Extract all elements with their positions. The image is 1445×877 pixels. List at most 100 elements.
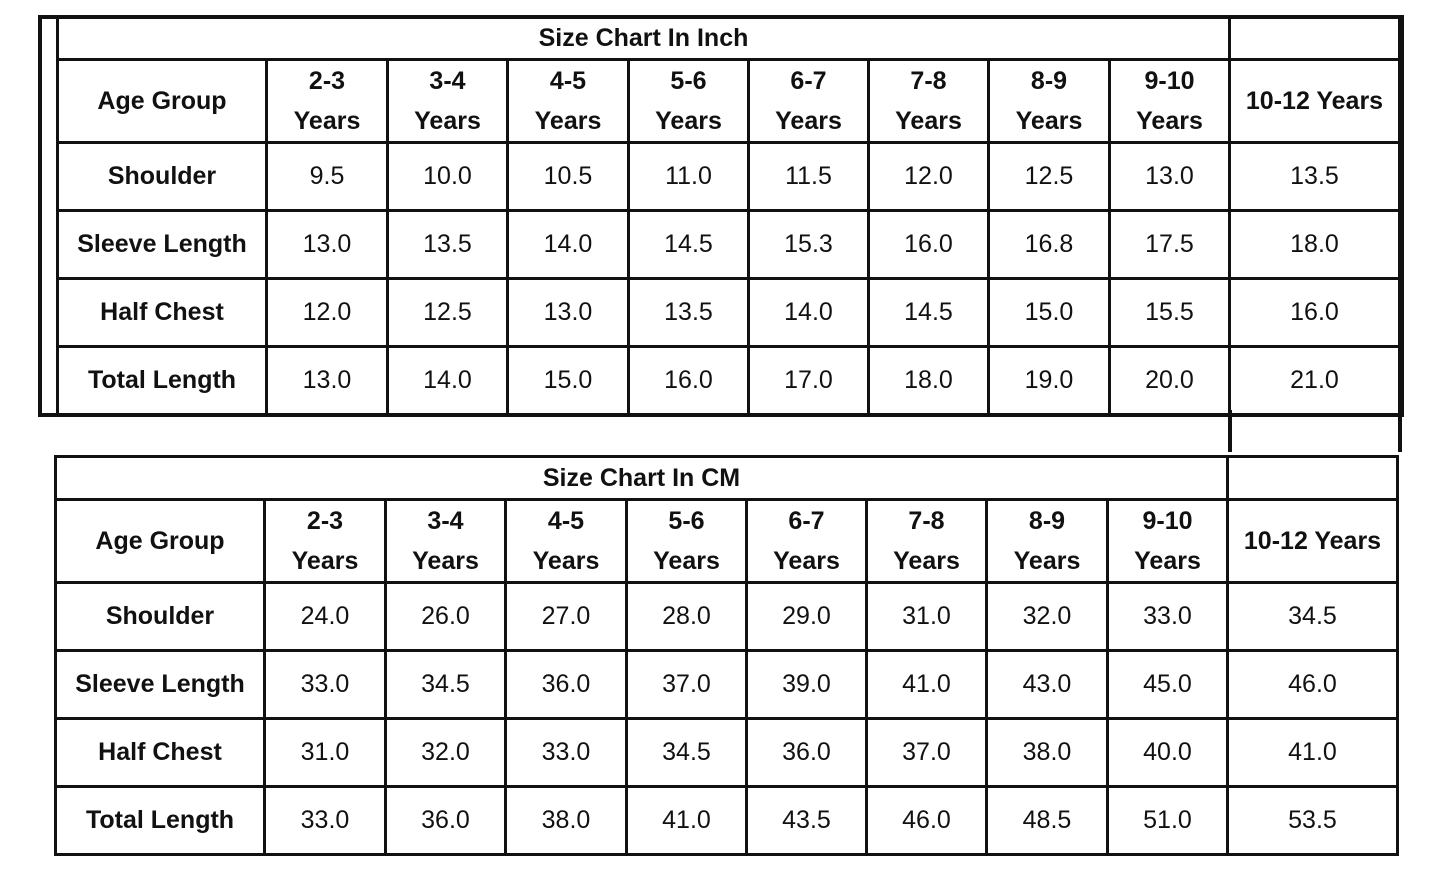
data-row: Sleeve Length 33.0 34.5 36.0 37.0 39.0 41.0 43.…	[54, 649, 1399, 720]
header-text: 2-3 Years	[291, 507, 359, 575]
header-text: 8-9 Years	[1013, 507, 1081, 575]
empty-cell	[1228, 15, 1401, 61]
cell-value: 13.0	[265, 345, 389, 416]
cell-value: 16.0	[627, 345, 750, 416]
inch-table-wrap: Size Chart In Inch Age Group 2-3 Years 3-4 …	[56, 15, 1401, 416]
cell-value: 14.0	[386, 345, 509, 416]
cell-value: 33.0	[504, 717, 628, 788]
header-cell: 5-6 Years	[625, 498, 748, 584]
cell-value: 15.5	[1108, 277, 1231, 348]
header-cell: 7-8 Years	[867, 58, 990, 144]
cell-value: 41.0	[625, 785, 748, 856]
header-cell: 4-5 Years	[506, 58, 630, 144]
header-cell: 8-9 Years	[987, 58, 1111, 144]
table-title: Size Chart In CM	[54, 455, 1229, 501]
cell-value: 13.0	[506, 277, 630, 348]
cell-value: 32.0	[384, 717, 507, 788]
cell-value: 36.0	[384, 785, 507, 856]
cell-value: 45.0	[1106, 649, 1229, 720]
header-text: Age Group	[95, 527, 225, 555]
row-label: Total Length	[54, 785, 266, 856]
cell-value: 12.0	[867, 141, 990, 212]
cell-value: 31.0	[865, 581, 988, 652]
header-text: 4-5 Years	[532, 507, 600, 575]
header-text: 9-10 Years	[1134, 507, 1201, 575]
header-cell: 9-10 Years	[1108, 58, 1231, 144]
row-label: Sleeve Length	[56, 209, 268, 280]
header-text: 7-8 Years	[893, 507, 960, 575]
cell-value: 31.0	[263, 717, 387, 788]
cell-value: 19.0	[987, 345, 1111, 416]
header-cell: 2-3 Years	[265, 58, 389, 144]
cell-value: 33.0	[263, 785, 387, 856]
row-label: Shoulder	[56, 141, 268, 212]
cell-value: 10.0	[386, 141, 509, 212]
cell-value: 27.0	[504, 581, 628, 652]
cell-value: 13.0	[1108, 141, 1231, 212]
cell-value: 15.0	[506, 345, 630, 416]
cell-value: 46.0	[865, 785, 988, 856]
header-text: 9-10 Years	[1136, 67, 1203, 135]
row-label: Total Length	[56, 345, 268, 416]
cell-value: 36.0	[504, 649, 628, 720]
cell-value: 34.5	[384, 649, 507, 720]
data-row: Shoulder 9.5 10.0 10.5 11.0 11.5 12.0 12.5 13.0 1…	[56, 141, 1401, 212]
data-row: Sleeve Length 13.0 13.5 14.0 14.5 15.3 16.0 16.…	[56, 209, 1401, 280]
size-table: Size Chart In Inch Age Group 2-3 Years 3-4 …	[56, 15, 1401, 416]
cell-value: 11.0	[627, 141, 750, 212]
header-cell: 2-3 Years	[263, 498, 387, 584]
cell-value: 14.0	[506, 209, 630, 280]
header-text: 8-9 Years	[1015, 67, 1083, 135]
cell-value: 9.5	[265, 141, 389, 212]
cell-value: 15.3	[747, 209, 870, 280]
row-label: Shoulder	[54, 581, 266, 652]
header-text: 10-12 Years	[1243, 527, 1382, 555]
cell-value: 18.0	[867, 345, 990, 416]
header-cell: 10-12 Years	[1228, 58, 1401, 144]
header-text: 6-7 Years	[773, 507, 840, 575]
cell-value: 24.0	[263, 581, 387, 652]
header-row: Age Group 2-3 Years 3-4 Years 4-5 Years 5-6 …	[56, 58, 1401, 144]
header-text: 3-4 Years	[414, 67, 481, 135]
cell-value: 17.5	[1108, 209, 1231, 280]
cell-value: 13.5	[386, 209, 509, 280]
cell-value: 38.0	[985, 717, 1109, 788]
cell-value: 13.5	[1228, 141, 1401, 212]
empty-cell	[1226, 455, 1399, 501]
header-cell: Age Group	[54, 498, 266, 584]
cell-value: 13.0	[265, 209, 389, 280]
cell-value: 34.5	[1226, 581, 1399, 652]
header-text: 3-4 Years	[412, 507, 479, 575]
cell-value: 11.5	[747, 141, 870, 212]
cell-value: 12.0	[265, 277, 389, 348]
cell-value: 32.0	[985, 581, 1109, 652]
data-row: Half Chest 12.0 12.5 13.0 13.5 14.0 14.5 15.0 15…	[56, 277, 1401, 348]
cell-value: 36.0	[745, 717, 868, 788]
cell-value: 16.0	[1228, 277, 1401, 348]
cell-value: 37.0	[865, 717, 988, 788]
cell-value: 14.5	[867, 277, 990, 348]
cell-value: 53.5	[1226, 785, 1399, 856]
header-text: 10-12 Years	[1245, 87, 1384, 115]
header-cell: 9-10 Years	[1106, 498, 1229, 584]
header-text: 4-5 Years	[534, 67, 602, 135]
cell-value: 43.5	[745, 785, 868, 856]
header-cell: 10-12 Years	[1226, 498, 1399, 584]
cell-value: 13.5	[627, 277, 750, 348]
header-text: 5-6 Years	[655, 67, 722, 135]
header-cell: 8-9 Years	[985, 498, 1109, 584]
row-label: Half Chest	[56, 277, 268, 348]
header-cell: 3-4 Years	[386, 58, 509, 144]
cell-value: 14.0	[747, 277, 870, 348]
row-label: Sleeve Length	[54, 649, 266, 720]
header-cell: 7-8 Years	[865, 498, 988, 584]
header-text: 7-8 Years	[895, 67, 962, 135]
cell-value: 29.0	[745, 581, 868, 652]
header-cell: 5-6 Years	[627, 58, 750, 144]
header-text: 5-6 Years	[653, 507, 720, 575]
cell-value: 38.0	[504, 785, 628, 856]
cell-value: 10.5	[506, 141, 630, 212]
table-title: Size Chart In Inch	[56, 15, 1231, 61]
cell-value: 40.0	[1106, 717, 1229, 788]
